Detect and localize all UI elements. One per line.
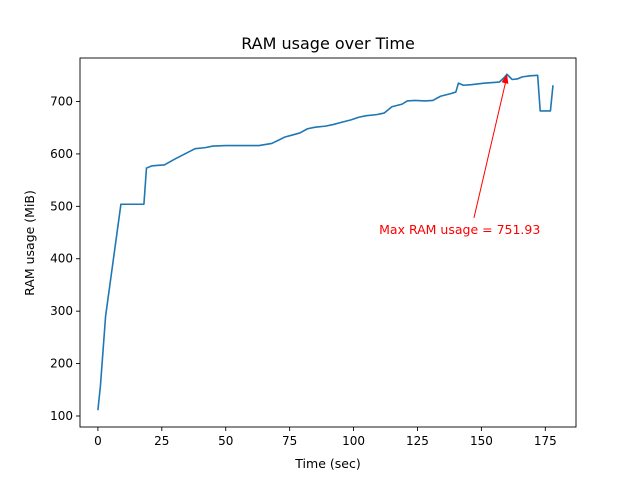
x-tick-label-125: 125 [406, 434, 429, 448]
y-tick-label-100: 100 [50, 409, 73, 423]
x-tick-label-50: 50 [218, 434, 233, 448]
annotation-arrow-head [501, 74, 509, 84]
y-tick-label-200: 200 [50, 357, 73, 371]
y-tick-label-500: 500 [50, 199, 73, 213]
x-tick-label-175: 175 [534, 434, 557, 448]
y-tick-label-400: 400 [50, 252, 73, 266]
series-line-0 [97, 73, 554, 411]
chart-title: RAM usage over Time [241, 34, 415, 53]
x-tick-label-150: 150 [470, 434, 493, 448]
y-tick-label-300: 300 [50, 304, 73, 318]
annotation-arrow-line [473, 76, 508, 219]
y-tick-label-700: 700 [50, 95, 73, 109]
x-tick-label-100: 100 [342, 434, 365, 448]
x-tick-label-0: 0 [94, 434, 102, 448]
axes-frame [79, 57, 577, 428]
x-tick-label-75: 75 [282, 434, 297, 448]
x-tick-label-25: 25 [154, 434, 169, 448]
y-axis-label: RAM usage (MiB) [22, 190, 37, 296]
plot-area: 0 25 50 75 100 125 150 175 100 200 300 400 500 600 700… [50, 57, 577, 448]
y-tick-label-600: 600 [50, 147, 73, 161]
x-axis-label: Time (sec) [294, 456, 360, 471]
annotation-text: Max RAM usage = 751.93 [379, 222, 540, 237]
